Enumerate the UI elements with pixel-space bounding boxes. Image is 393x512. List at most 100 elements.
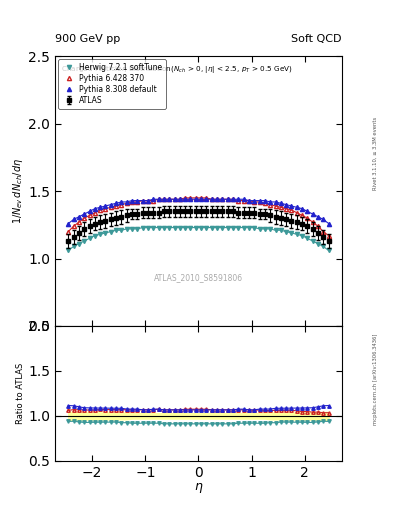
Pythia 6.428 370	[114, 203, 118, 209]
Herwig 7.2.1 softTune	[257, 226, 262, 232]
Herwig 7.2.1 softTune	[231, 224, 235, 230]
Pythia 8.308 default	[236, 196, 241, 202]
Herwig 7.2.1 softTune	[172, 224, 177, 230]
Herwig 7.2.1 softTune	[98, 231, 103, 238]
Text: Rivet 3.1.10, ≥ 3.3M events: Rivet 3.1.10, ≥ 3.3M events	[373, 117, 378, 190]
Pythia 8.308 default	[316, 214, 320, 220]
Pythia 8.308 default	[279, 200, 283, 206]
Pythia 6.428 370	[193, 195, 198, 201]
Pythia 8.308 default	[284, 202, 288, 208]
Pythia 6.428 370	[252, 199, 257, 205]
Pythia 8.308 default	[326, 221, 331, 227]
Herwig 7.2.1 softTune	[119, 227, 124, 233]
Pythia 8.308 default	[257, 198, 262, 204]
Text: Charged Particle$\eta$ Distribution($N_{ch}$ > 0, |$\eta$| < 2.5, $p_T$ > 0.5 Ge: Charged Particle$\eta$ Distribution($N_{…	[61, 65, 292, 75]
Herwig 7.2.1 softTune	[178, 224, 182, 230]
X-axis label: $\eta$: $\eta$	[194, 481, 203, 495]
Pythia 6.428 370	[321, 228, 326, 234]
Pythia 6.428 370	[273, 203, 278, 209]
Text: Soft QCD: Soft QCD	[292, 33, 342, 44]
Pythia 8.308 default	[87, 208, 92, 215]
Herwig 7.2.1 softTune	[108, 228, 113, 234]
Herwig 7.2.1 softTune	[140, 224, 145, 230]
Pythia 8.308 default	[151, 196, 156, 202]
Pythia 8.308 default	[204, 196, 209, 202]
Pythia 6.428 370	[215, 196, 219, 202]
Pythia 8.308 default	[209, 196, 214, 202]
Herwig 7.2.1 softTune	[92, 232, 97, 239]
Herwig 7.2.1 softTune	[114, 227, 118, 233]
Pythia 8.308 default	[199, 196, 204, 202]
Pythia 8.308 default	[300, 206, 305, 212]
Pythia 6.428 370	[82, 215, 86, 221]
Pythia 6.428 370	[103, 206, 108, 212]
Pythia 6.428 370	[209, 196, 214, 202]
Line: Pythia 8.308 default: Pythia 8.308 default	[66, 197, 331, 226]
Pythia 6.428 370	[119, 202, 124, 208]
Y-axis label: Ratio to ATLAS: Ratio to ATLAS	[17, 363, 26, 424]
Herwig 7.2.1 softTune	[151, 224, 156, 230]
Pythia 6.428 370	[167, 196, 172, 202]
Herwig 7.2.1 softTune	[162, 224, 166, 230]
Pythia 6.428 370	[199, 195, 204, 201]
Pythia 6.428 370	[178, 196, 182, 202]
Pythia 6.428 370	[263, 200, 267, 206]
Pythia 8.308 default	[263, 198, 267, 204]
Pythia 6.428 370	[316, 223, 320, 229]
Herwig 7.2.1 softTune	[225, 224, 230, 230]
Pythia 8.308 default	[289, 203, 294, 209]
Pythia 6.428 370	[151, 198, 156, 204]
Herwig 7.2.1 softTune	[146, 224, 151, 230]
Pythia 8.308 default	[108, 202, 113, 208]
Pythia 8.308 default	[220, 196, 225, 202]
Pythia 8.308 default	[66, 221, 71, 227]
Pythia 8.308 default	[215, 196, 219, 202]
Pythia 6.428 370	[279, 204, 283, 210]
Herwig 7.2.1 softTune	[236, 224, 241, 230]
Herwig 7.2.1 softTune	[241, 224, 246, 230]
Pythia 6.428 370	[204, 195, 209, 201]
Pythia 8.308 default	[167, 196, 172, 202]
Pythia 6.428 370	[140, 198, 145, 204]
Pythia 8.308 default	[246, 198, 251, 204]
Herwig 7.2.1 softTune	[66, 247, 71, 253]
Text: ATLAS_2010_S8591806: ATLAS_2010_S8591806	[154, 273, 243, 282]
Pythia 6.428 370	[294, 209, 299, 216]
Pythia 6.428 370	[135, 199, 140, 205]
Herwig 7.2.1 softTune	[268, 226, 273, 232]
Herwig 7.2.1 softTune	[188, 224, 193, 230]
Pythia 8.308 default	[82, 211, 86, 217]
Pythia 8.308 default	[114, 200, 118, 206]
Pythia 8.308 default	[71, 217, 76, 223]
Pythia 8.308 default	[77, 214, 81, 220]
Pythia 6.428 370	[231, 196, 235, 202]
Pythia 8.308 default	[183, 196, 187, 202]
Pythia 8.308 default	[162, 196, 166, 202]
Line: Pythia 6.428 370: Pythia 6.428 370	[66, 196, 331, 238]
Pythia 6.428 370	[289, 207, 294, 213]
Pythia 6.428 370	[156, 196, 161, 202]
Pythia 8.308 default	[305, 208, 310, 215]
Herwig 7.2.1 softTune	[289, 230, 294, 236]
Herwig 7.2.1 softTune	[193, 224, 198, 230]
Pythia 8.308 default	[119, 199, 124, 205]
Pythia 6.428 370	[246, 198, 251, 204]
Pythia 8.308 default	[225, 196, 230, 202]
Herwig 7.2.1 softTune	[300, 232, 305, 239]
Pythia 8.308 default	[92, 206, 97, 212]
Pythia 6.428 370	[310, 219, 315, 225]
Herwig 7.2.1 softTune	[310, 238, 315, 244]
Herwig 7.2.1 softTune	[284, 228, 288, 234]
Pythia 6.428 370	[268, 202, 273, 208]
Herwig 7.2.1 softTune	[130, 226, 134, 232]
Pythia 6.428 370	[92, 209, 97, 216]
Herwig 7.2.1 softTune	[215, 224, 219, 230]
Pythia 6.428 370	[98, 207, 103, 213]
Pythia 6.428 370	[241, 198, 246, 204]
Pythia 8.308 default	[103, 203, 108, 209]
Herwig 7.2.1 softTune	[246, 224, 251, 230]
Pythia 6.428 370	[146, 198, 151, 204]
Pythia 6.428 370	[300, 212, 305, 219]
Pythia 6.428 370	[284, 206, 288, 212]
Pythia 8.308 default	[178, 196, 182, 202]
